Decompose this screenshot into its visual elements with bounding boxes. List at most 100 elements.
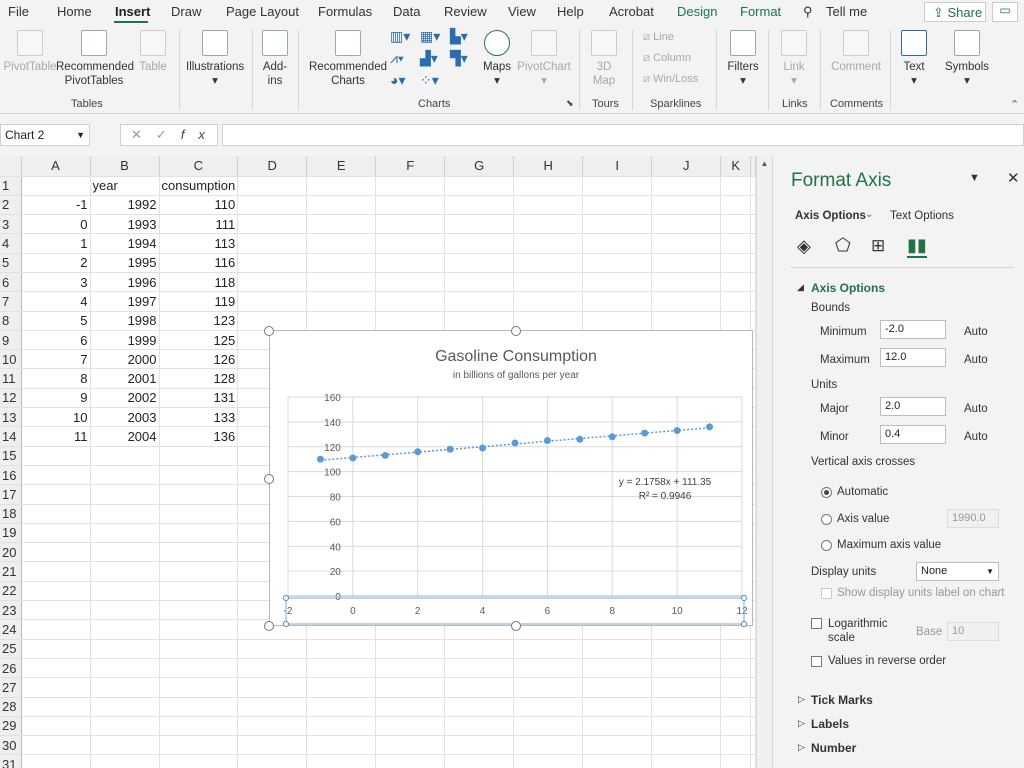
- cell[interactable]: [720, 639, 752, 659]
- collapse-triangle-icon[interactable]: ◢: [797, 282, 804, 292]
- name-box[interactable]: Chart 2 ▼: [0, 124, 90, 146]
- tick-marks-section[interactable]: Tick Marks: [811, 693, 873, 707]
- cell[interactable]: [651, 253, 722, 273]
- data-point[interactable]: [381, 451, 389, 459]
- minimum-input[interactable]: -2.0: [880, 320, 946, 339]
- cell[interactable]: [444, 176, 515, 196]
- axis-options-bar-icon[interactable]: ▮▮: [907, 235, 927, 255]
- cell[interactable]: [21, 542, 91, 563]
- minimum-auto-button[interactable]: Auto: [964, 326, 988, 338]
- cell[interactable]: [90, 446, 160, 466]
- cell[interactable]: [750, 619, 757, 640]
- recommended-pivottables-button[interactable]: Recommended PivotTables: [56, 30, 134, 88]
- cell[interactable]: [306, 639, 377, 659]
- cell[interactable]: [90, 465, 160, 486]
- cell[interactable]: [750, 407, 757, 428]
- column-header[interactable]: H: [513, 156, 584, 177]
- maps-button[interactable]: Maps ▾: [482, 30, 512, 88]
- tab-file[interactable]: File: [8, 4, 29, 19]
- formula-input[interactable]: [222, 124, 1024, 146]
- data-point[interactable]: [543, 437, 551, 445]
- cell[interactable]: [375, 233, 446, 254]
- cell[interactable]: [750, 233, 757, 254]
- cell[interactable]: 8: [21, 368, 91, 389]
- symbols-button[interactable]: Symbols ▾: [944, 30, 990, 88]
- cell[interactable]: [237, 272, 308, 293]
- cell[interactable]: [90, 504, 160, 524]
- cell[interactable]: [651, 639, 722, 659]
- data-point[interactable]: [479, 444, 487, 452]
- show-units-label-checkbox[interactable]: [821, 588, 832, 599]
- cell[interactable]: [21, 446, 91, 466]
- row-header[interactable]: 14: [0, 426, 22, 447]
- cancel-icon[interactable]: ✕: [131, 127, 156, 142]
- cell[interactable]: [375, 291, 446, 312]
- cell[interactable]: [750, 349, 757, 370]
- cell[interactable]: [159, 446, 239, 466]
- cell[interactable]: 2000: [90, 349, 160, 370]
- cell[interactable]: [306, 291, 377, 312]
- cell[interactable]: 2004: [90, 426, 160, 447]
- cell[interactable]: [237, 658, 308, 679]
- hierarchy-chart-icon[interactable]: ▦▾: [420, 28, 441, 44]
- cell[interactable]: [21, 639, 91, 659]
- cell[interactable]: [750, 176, 757, 196]
- cell[interactable]: 110: [159, 195, 239, 216]
- cell[interactable]: [159, 735, 239, 756]
- pie-chart-icon[interactable]: ◕▾: [390, 72, 406, 88]
- cell[interactable]: [444, 195, 515, 216]
- cell[interactable]: [582, 195, 653, 216]
- cell[interactable]: [750, 754, 757, 768]
- cell[interactable]: [513, 658, 584, 679]
- cell[interactable]: 136: [159, 426, 239, 447]
- text-options-tab[interactable]: Text Options: [890, 210, 954, 222]
- cell[interactable]: [159, 716, 239, 737]
- cell[interactable]: 126: [159, 349, 239, 370]
- cell[interactable]: 10: [21, 407, 91, 428]
- data-point[interactable]: [706, 423, 714, 431]
- cell[interactable]: [513, 214, 584, 235]
- cell[interactable]: [720, 291, 752, 312]
- cell[interactable]: [513, 697, 584, 717]
- cell[interactable]: [444, 735, 515, 756]
- cell[interactable]: [582, 658, 653, 679]
- row-header[interactable]: 30: [0, 735, 22, 756]
- combo-chart-icon[interactable]: ▜▾: [450, 50, 468, 66]
- cell[interactable]: [306, 716, 377, 737]
- cell[interactable]: [237, 176, 308, 196]
- chart-object[interactable]: Gasoline Consumption in billions of gall…: [269, 330, 753, 627]
- cell[interactable]: [21, 465, 91, 486]
- cell[interactable]: [306, 272, 377, 293]
- data-point[interactable]: [349, 454, 357, 462]
- cell[interactable]: 1999: [90, 330, 160, 351]
- resize-handle[interactable]: [264, 326, 274, 336]
- cell[interactable]: [237, 214, 308, 235]
- tab-review[interactable]: Review: [444, 4, 487, 19]
- charts-dialog-launcher-icon[interactable]: ⬊: [566, 98, 574, 108]
- cell[interactable]: [750, 504, 757, 524]
- cell[interactable]: [159, 542, 239, 563]
- cell[interactable]: [159, 697, 239, 717]
- resize-handle[interactable]: [511, 621, 521, 631]
- cell[interactable]: [444, 311, 515, 331]
- tab-page-layout[interactable]: Page Layout: [226, 4, 300, 19]
- cell[interactable]: [444, 677, 515, 698]
- cell[interactable]: -1: [21, 195, 91, 216]
- cell[interactable]: [651, 658, 722, 679]
- cell[interactable]: [90, 600, 160, 621]
- resize-handle[interactable]: [264, 621, 274, 631]
- minor-auto-button[interactable]: Auto: [964, 431, 988, 443]
- cell[interactable]: [90, 754, 160, 768]
- cell[interactable]: 7: [21, 349, 91, 370]
- cell[interactable]: 131: [159, 388, 239, 409]
- cell[interactable]: [237, 677, 308, 698]
- recommended-charts-button[interactable]: Recommended Charts: [308, 30, 388, 88]
- cell[interactable]: [444, 214, 515, 235]
- cell[interactable]: [306, 697, 377, 717]
- cell[interactable]: [582, 311, 653, 331]
- cell[interactable]: [750, 368, 757, 389]
- cell[interactable]: 123: [159, 311, 239, 331]
- cell[interactable]: [306, 735, 377, 756]
- cell[interactable]: [237, 195, 308, 216]
